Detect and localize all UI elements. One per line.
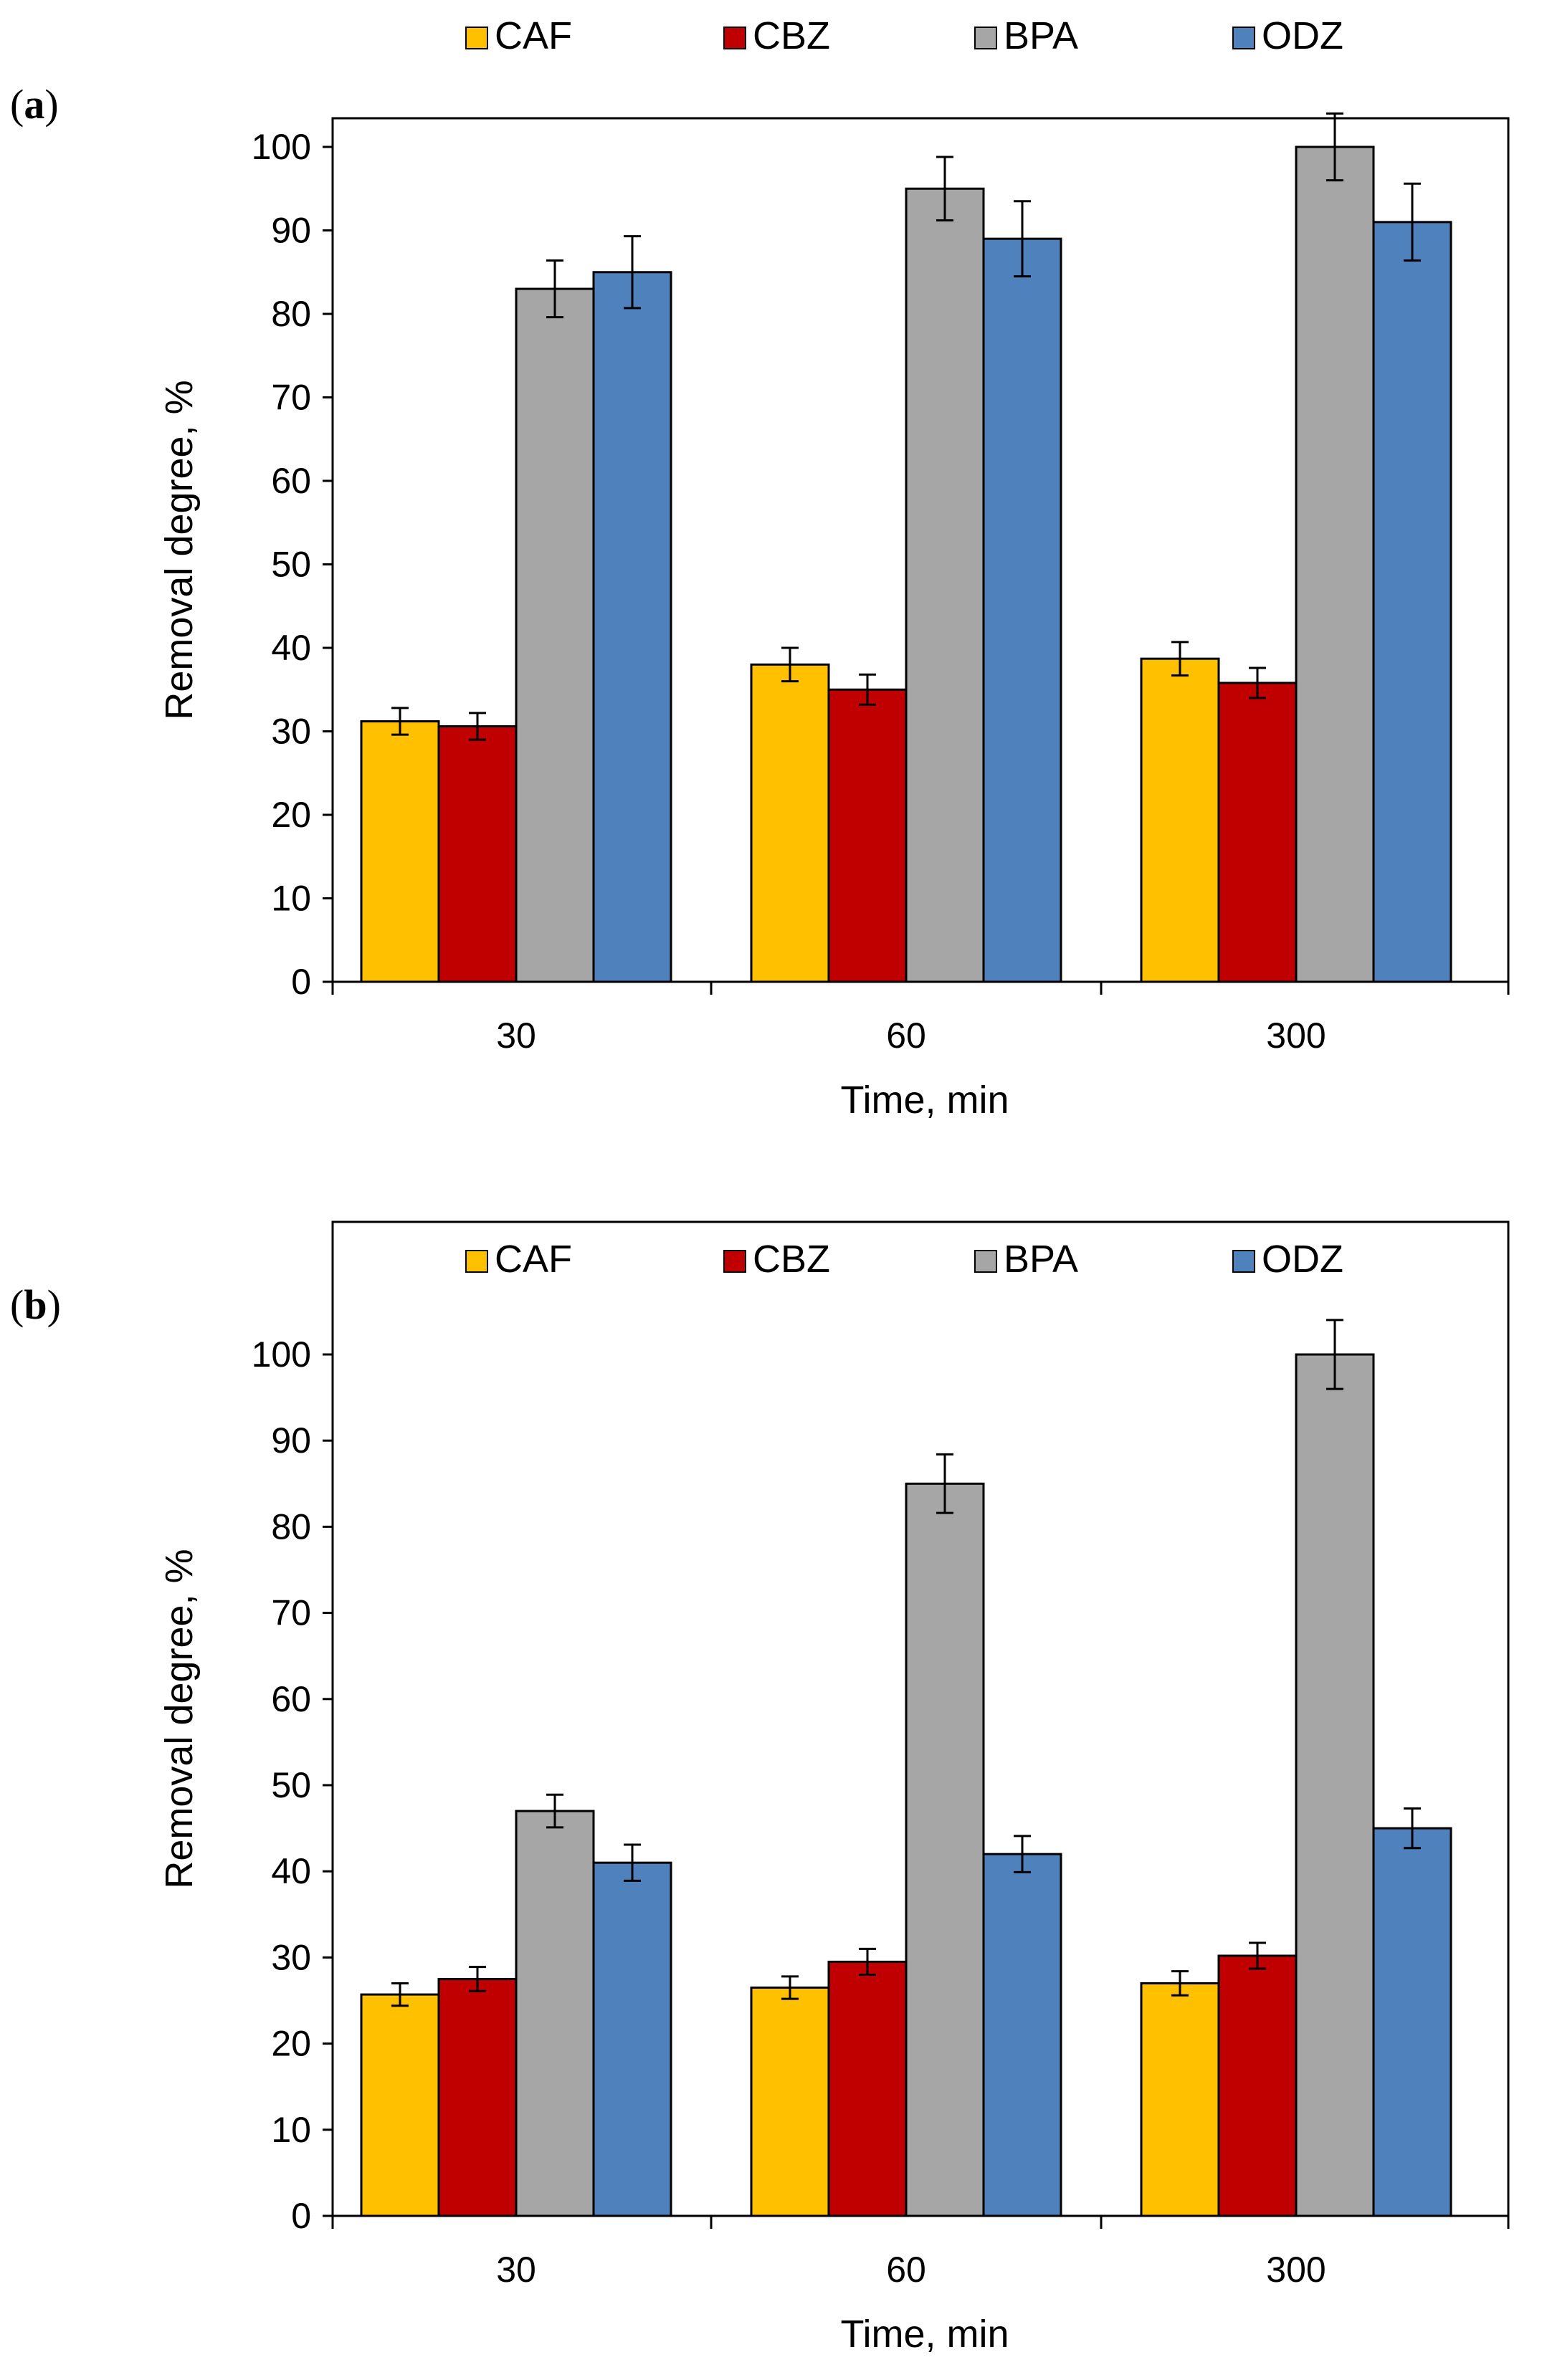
legend-swatch-CAF [465,27,488,49]
legend-swatch-CBZ [723,27,746,49]
bar-CBZ-300 [1217,1954,1298,2217]
bar-CBZ-30 [437,725,518,983]
x-tick-label: 60 [886,1015,926,1056]
bar-CAF-60 [750,1986,830,2217]
y-tick-label: 50 [271,1765,311,1805]
y-tick-label: 90 [271,1420,311,1461]
y-axis-title: Removal degree, % [158,1549,201,1888]
bar-CAF-30 [360,1993,440,2217]
legend-label-CBZ: CBZ [753,1238,830,1281]
panel-label: (a) [10,81,59,128]
bar-CAF-300 [1140,1982,1220,2217]
bar-CAF-30 [360,720,440,983]
x-tick-label: 30 [496,1015,536,1056]
panel-label: (b) [10,1281,61,1328]
legend-label-BPA: BPA [1004,1238,1078,1281]
bar-BPA-30 [515,1810,595,2217]
bar-ODZ-300 [1372,221,1452,983]
x-tick-label: 30 [496,2250,536,2290]
bar-ODZ-30 [592,1861,672,2217]
x-axis-title: Time, min [840,2313,1009,2356]
chart-panel-b: (b) 0 10 20 30 40 50 60 70 80 90 100 30 60 300 Time, mi… [10,1220,1510,2356]
x-axis-title: Time, min [840,1079,1009,1122]
legend-label-ODZ: ODZ [1262,1238,1343,1281]
bar-CBZ-30 [437,1977,518,2217]
y-tick-label: 30 [271,712,311,752]
legend-label-ODZ: ODZ [1262,14,1343,57]
bar-CAF-60 [750,663,830,983]
bar-BPA-300 [1295,1353,1375,2217]
x-tick-label: 300 [1266,1015,1326,1056]
y-tick-label: 10 [271,879,311,919]
legend-swatch-BPA [974,27,997,49]
bar-CBZ-60 [827,1960,908,2217]
y-tick-label: 80 [271,1506,311,1547]
legend-swatch-BPA [974,1250,997,1273]
bar-BPA-60 [905,1482,985,2217]
y-tick-label: 60 [271,1679,311,1719]
legend-swatch-ODZ [1232,27,1255,49]
y-tick-label: 30 [271,1937,311,1977]
legend-label-BPA: BPA [1004,14,1078,57]
y-tick-label: 50 [271,545,311,585]
legend-label-CAF: CAF [495,14,572,57]
bar-CAF-300 [1140,657,1220,983]
bar-BPA-300 [1295,145,1375,983]
legend-swatch-ODZ [1232,1250,1255,1273]
y-tick-label: 20 [271,795,311,835]
bar-CBZ-300 [1217,682,1298,983]
y-tick-label: 20 [271,2024,311,2064]
bar-ODZ-60 [982,1853,1062,2217]
x-tick-label: 60 [886,2250,926,2290]
y-tick-label: 60 [271,461,311,501]
y-tick-label: 100 [252,127,311,167]
legend-swatch-CAF [465,1250,488,1273]
legend-label-CAF: CAF [495,1238,572,1281]
bar-ODZ-30 [592,271,672,983]
y-tick-label: 70 [271,1593,311,1633]
bar-BPA-60 [905,187,985,983]
bar-ODZ-300 [1372,1827,1452,2217]
y-axis-title: Removal degree, % [158,380,201,720]
bar-ODZ-60 [982,237,1062,983]
y-tick-label: 100 [252,1334,311,1375]
chart-panel-a: (a) 0 10 20 30 40 50 60 70 80 90 100 30 60 300 Time, mi… [10,14,1510,1122]
y-tick-label: 0 [291,2196,311,2236]
y-tick-label: 40 [271,1851,311,1891]
legend-swatch-CBZ [723,1250,746,1273]
y-tick-label: 90 [271,211,311,251]
y-tick-label: 10 [271,2110,311,2150]
y-tick-label: 80 [271,294,311,334]
y-tick-label: 0 [291,962,311,1002]
legend-label-CBZ: CBZ [753,14,830,57]
y-tick-label: 70 [271,378,311,418]
x-tick-label: 300 [1266,2250,1326,2290]
bar-CBZ-60 [827,688,908,983]
bar-BPA-30 [515,287,595,983]
y-tick-label: 40 [271,628,311,668]
